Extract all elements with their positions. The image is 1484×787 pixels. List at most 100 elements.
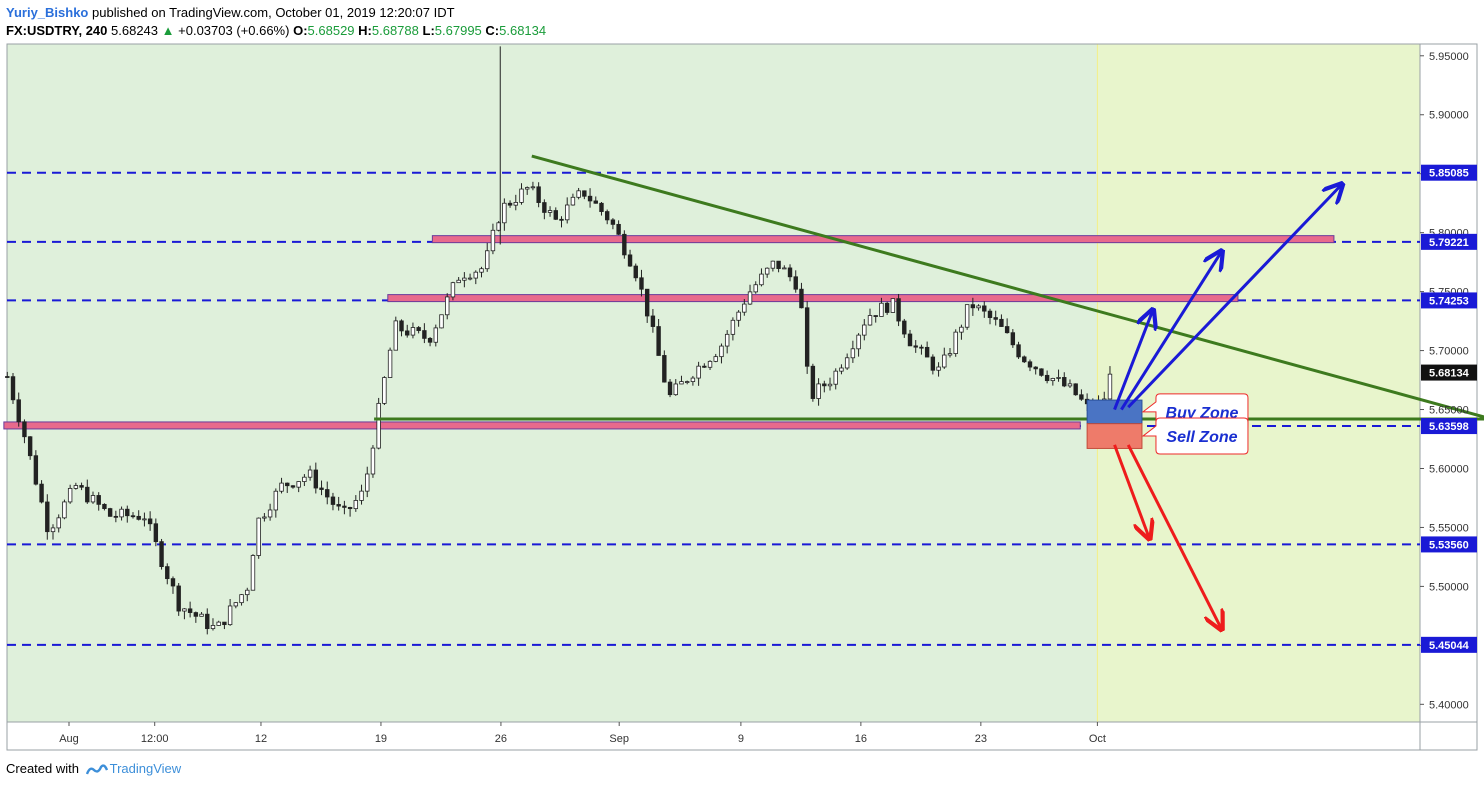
candle bbox=[273, 488, 279, 518]
candle-body bbox=[667, 381, 673, 396]
candle-body bbox=[599, 202, 604, 212]
y-tick-label: 5.50000 bbox=[1429, 581, 1469, 593]
candle-body bbox=[844, 357, 850, 369]
candle-body bbox=[45, 501, 50, 533]
candle-body bbox=[530, 186, 536, 189]
candle-body bbox=[456, 279, 461, 284]
candle bbox=[153, 518, 159, 547]
candle bbox=[56, 514, 61, 533]
candle bbox=[690, 375, 696, 386]
author-link[interactable]: Yuriy_Bishko bbox=[6, 5, 89, 20]
candle bbox=[125, 505, 130, 523]
candle bbox=[730, 317, 736, 341]
candle-body bbox=[570, 196, 576, 206]
ohlc-line: FX:USDTRY, 240 5.68243 ▲ +0.03703 (+0.66… bbox=[6, 22, 546, 40]
candle bbox=[902, 318, 907, 338]
candle bbox=[96, 492, 101, 511]
candle-body bbox=[1056, 377, 1061, 379]
candle-body bbox=[439, 314, 444, 329]
last-price: 5.68243 bbox=[111, 23, 159, 38]
candle-body bbox=[445, 296, 450, 316]
candle-body bbox=[656, 326, 661, 356]
candle bbox=[107, 507, 113, 517]
candle bbox=[405, 324, 410, 338]
candle bbox=[827, 377, 833, 391]
candle bbox=[844, 353, 850, 370]
candle bbox=[879, 297, 884, 317]
candle bbox=[947, 348, 953, 358]
candle-body bbox=[1016, 344, 1021, 358]
candle bbox=[970, 297, 976, 316]
candle bbox=[45, 494, 50, 540]
candle bbox=[216, 620, 221, 626]
x-tick-label: 23 bbox=[975, 733, 987, 745]
candle bbox=[359, 484, 364, 505]
candle bbox=[1039, 368, 1044, 377]
candle bbox=[347, 506, 353, 517]
candle-body bbox=[536, 186, 541, 203]
candle bbox=[684, 380, 690, 385]
candle bbox=[536, 182, 541, 208]
candle bbox=[867, 308, 873, 326]
candle-body bbox=[382, 377, 387, 404]
candle-body bbox=[1079, 394, 1084, 400]
candle bbox=[10, 372, 16, 404]
candle bbox=[559, 216, 564, 228]
x-tick-label: 19 bbox=[375, 733, 387, 745]
created-with-text: Created with bbox=[6, 761, 79, 776]
candle bbox=[599, 201, 604, 216]
candle bbox=[582, 190, 587, 200]
candle-body bbox=[39, 483, 44, 503]
y-tick-label: 5.40000 bbox=[1429, 699, 1469, 711]
candle bbox=[319, 480, 324, 496]
candle bbox=[924, 341, 930, 358]
candle-body bbox=[679, 381, 684, 385]
candle-body bbox=[416, 327, 421, 331]
candle bbox=[176, 583, 181, 616]
candle-body bbox=[1067, 383, 1073, 387]
sell-arrow bbox=[1113, 444, 1149, 537]
candle-body bbox=[1044, 374, 1050, 382]
candle-body bbox=[187, 608, 193, 613]
candle-body bbox=[153, 523, 159, 543]
candle-body bbox=[902, 320, 907, 335]
candle-body bbox=[5, 376, 10, 378]
candle-body bbox=[759, 273, 764, 286]
candle bbox=[130, 512, 136, 519]
candle bbox=[633, 263, 638, 282]
candle-body bbox=[507, 202, 513, 206]
candle-body bbox=[553, 210, 558, 220]
candle bbox=[667, 379, 673, 398]
sell-zone-label: Sell Zone bbox=[1166, 429, 1237, 446]
candle-body bbox=[576, 190, 581, 198]
current-price-tag bbox=[1421, 364, 1477, 381]
price-level-tag bbox=[1421, 292, 1477, 309]
candle-body bbox=[359, 490, 364, 501]
candle bbox=[285, 482, 290, 493]
tradingview-logo-icon bbox=[85, 763, 108, 775]
candle-body bbox=[405, 330, 410, 336]
candle-body bbox=[16, 399, 21, 423]
candle bbox=[919, 344, 924, 355]
candle bbox=[422, 323, 427, 344]
candle bbox=[479, 266, 484, 278]
candle-body bbox=[485, 250, 490, 270]
candle-body bbox=[730, 319, 736, 335]
candle bbox=[604, 209, 610, 225]
candle-body bbox=[22, 421, 27, 438]
candle-body bbox=[193, 612, 199, 617]
candle-body bbox=[307, 469, 313, 478]
candle bbox=[33, 450, 39, 486]
tradingview-link[interactable]: TradingView bbox=[109, 761, 182, 776]
price-change: +0.03703 (+0.66%) bbox=[178, 23, 290, 38]
candle-body bbox=[387, 349, 393, 378]
candle bbox=[79, 482, 84, 491]
candle bbox=[1027, 359, 1033, 372]
candle bbox=[462, 272, 467, 288]
candle-body bbox=[62, 501, 67, 519]
candle-body bbox=[913, 345, 918, 348]
candle-body bbox=[953, 331, 958, 354]
candle bbox=[610, 218, 616, 230]
candle bbox=[570, 193, 576, 206]
